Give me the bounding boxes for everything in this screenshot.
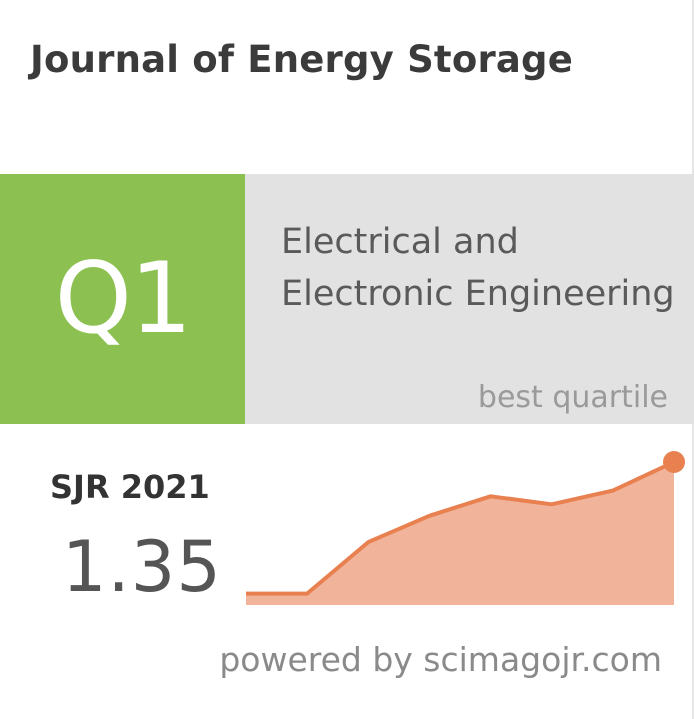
trend-area [246, 462, 674, 605]
sjr-year-label: SJR 2021 [50, 468, 210, 506]
best-quartile-caption: best quartile [477, 380, 668, 415]
sjr-trend-chart [246, 451, 685, 605]
trend-line [246, 460, 675, 596]
quartile-badge: Q1 [0, 174, 245, 424]
category-name: Electrical and Electronic Engineering [281, 222, 675, 314]
quartile-label: Q1 [54, 242, 193, 356]
powered-by-link[interactable]: powered by scimagojr.com [219, 640, 662, 679]
category-panel: Electrical and Electronic Engineering be… [245, 174, 694, 424]
trend-latest-point [663, 451, 685, 473]
journal-title: Journal of Energy Storage [30, 38, 574, 81]
sjr-value: 1.35 [62, 526, 222, 608]
